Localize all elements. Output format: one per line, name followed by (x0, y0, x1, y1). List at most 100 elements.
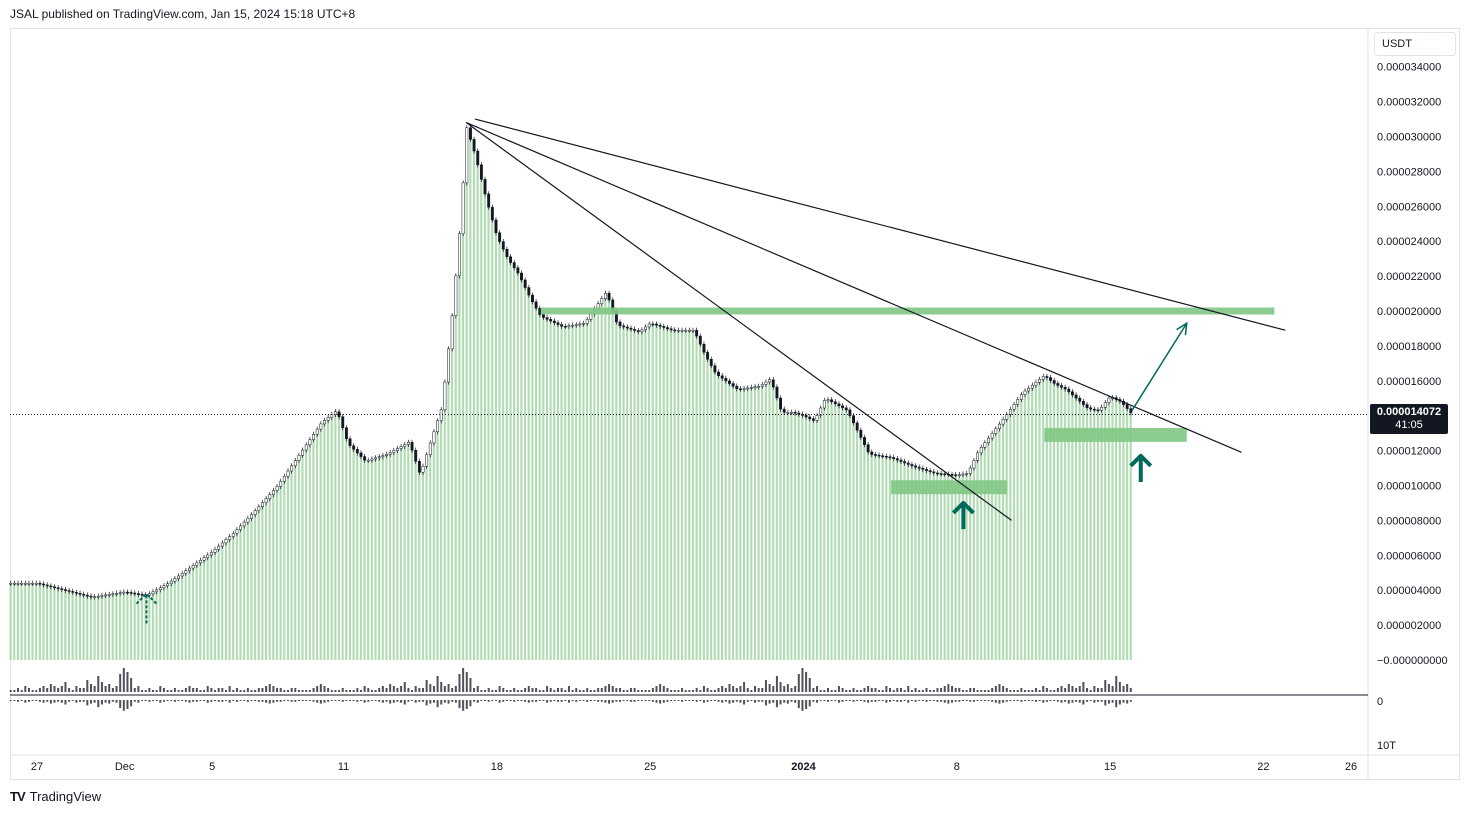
candle-body (906, 462, 910, 465)
volume-histogram-bar (9, 690, 12, 692)
volume-bar (815, 415, 819, 660)
volume-histogram-bar (721, 686, 724, 692)
volume-histogram-bar-lower (728, 700, 731, 704)
candle-body (271, 490, 275, 495)
candle-body (859, 429, 863, 438)
candle-body (976, 452, 980, 461)
candle-body (209, 552, 213, 556)
volume-histogram-bar-lower (1013, 700, 1016, 701)
volume-histogram-bar (794, 686, 797, 692)
candle-body (728, 380, 731, 384)
candle-body (341, 416, 345, 428)
volume-histogram-bar-lower (1005, 700, 1008, 702)
volume-histogram-bar-lower (673, 700, 676, 701)
volume-bar (954, 474, 957, 660)
candle-body (498, 232, 502, 242)
candle-body (458, 233, 461, 277)
candle-body (822, 400, 826, 409)
volume-bar (757, 386, 760, 660)
candle-body (578, 323, 582, 326)
volume-histogram-bar-lower (27, 700, 30, 702)
volume-histogram-bar (589, 690, 592, 692)
volume-histogram-bar (513, 688, 516, 692)
volume-histogram-bar (199, 690, 202, 692)
volume-histogram-bar-lower (546, 700, 549, 703)
volume-histogram-bar-lower (31, 700, 34, 701)
currency-selector[interactable]: USDT (1374, 32, 1456, 56)
volume-histogram-bar (498, 686, 501, 692)
candle-body (786, 411, 790, 414)
candle-body (151, 591, 155, 595)
volume-histogram-bar-lower (932, 700, 935, 701)
volume-histogram-bar (509, 690, 512, 692)
volume-histogram-bar-lower (983, 700, 986, 701)
volume-histogram-bar (148, 688, 151, 692)
candle-body (198, 559, 202, 564)
candle-body (406, 442, 410, 445)
volume-histogram-bar (940, 688, 943, 692)
volume-histogram-bar-lower (600, 700, 603, 702)
volume-histogram-bar (447, 684, 450, 692)
volume-bar (695, 336, 698, 660)
volume-histogram-bar (1009, 690, 1012, 692)
volume-bar (418, 472, 421, 660)
candle-body (844, 407, 848, 411)
volume-histogram-bar-lower (57, 700, 60, 702)
volume-histogram-bar-lower (1056, 700, 1059, 702)
candle-body (633, 329, 637, 331)
volume-histogram-bar (987, 690, 990, 692)
candle-body (188, 567, 191, 571)
candle-body (224, 539, 228, 544)
candle-body (158, 587, 162, 591)
volume-histogram-bar-lower (24, 700, 27, 703)
candle-body (348, 438, 352, 446)
volume-bar (279, 481, 282, 660)
volume-histogram-bar (629, 688, 632, 692)
volume-histogram-bar-lower (918, 700, 921, 701)
volume-histogram-bar (626, 690, 629, 692)
volume-histogram-bar-lower (743, 700, 746, 705)
volume-histogram-bar-lower (162, 700, 165, 702)
volume-bar (724, 380, 727, 660)
volume-histogram-bar (1002, 686, 1005, 692)
volume-histogram-bar-lower (505, 700, 508, 701)
candle-body (34, 582, 38, 585)
volume-bar (786, 412, 789, 660)
volume-histogram-bar-lower (819, 700, 822, 701)
volume-histogram-bar (699, 690, 702, 692)
tradingview-logo[interactable]: TV TradingView (10, 789, 101, 804)
up-arrow-head (951, 500, 975, 515)
volume-histogram-bar-lower (1045, 700, 1048, 702)
volume-histogram-bar-lower (462, 700, 465, 711)
candle-body (589, 313, 593, 320)
volume-histogram-bar (265, 686, 268, 692)
volume-histogram-bar (432, 686, 435, 692)
volume-bar (808, 418, 811, 660)
volume-histogram-bar (1013, 690, 1016, 692)
candle-body (465, 127, 469, 184)
volume-histogram-bar (1038, 690, 1041, 692)
candle-body (881, 455, 885, 457)
candle-body (85, 594, 89, 597)
volume-histogram-bar (173, 688, 176, 692)
volume-bar (607, 299, 611, 660)
volume-bar (629, 329, 632, 660)
volume-histogram-bar (484, 690, 487, 692)
volume-bar (855, 430, 859, 660)
volume-histogram-bar (155, 690, 158, 692)
volume-bar (640, 329, 643, 660)
volume-histogram-bar-lower (958, 700, 961, 702)
volume-histogram-bar (436, 676, 439, 692)
volume-bar (56, 588, 60, 660)
volume-bar (691, 330, 694, 660)
volume-histogram-bar-lower (684, 700, 687, 701)
volume-histogram-bar-lower (899, 700, 902, 702)
volume-bar (195, 562, 198, 660)
candle-body (239, 525, 243, 530)
volume-bar (301, 450, 304, 660)
volume-bar (104, 594, 107, 660)
volume-bar (370, 459, 373, 660)
volume-bar (228, 536, 231, 660)
volume-histogram-bar (826, 688, 829, 692)
